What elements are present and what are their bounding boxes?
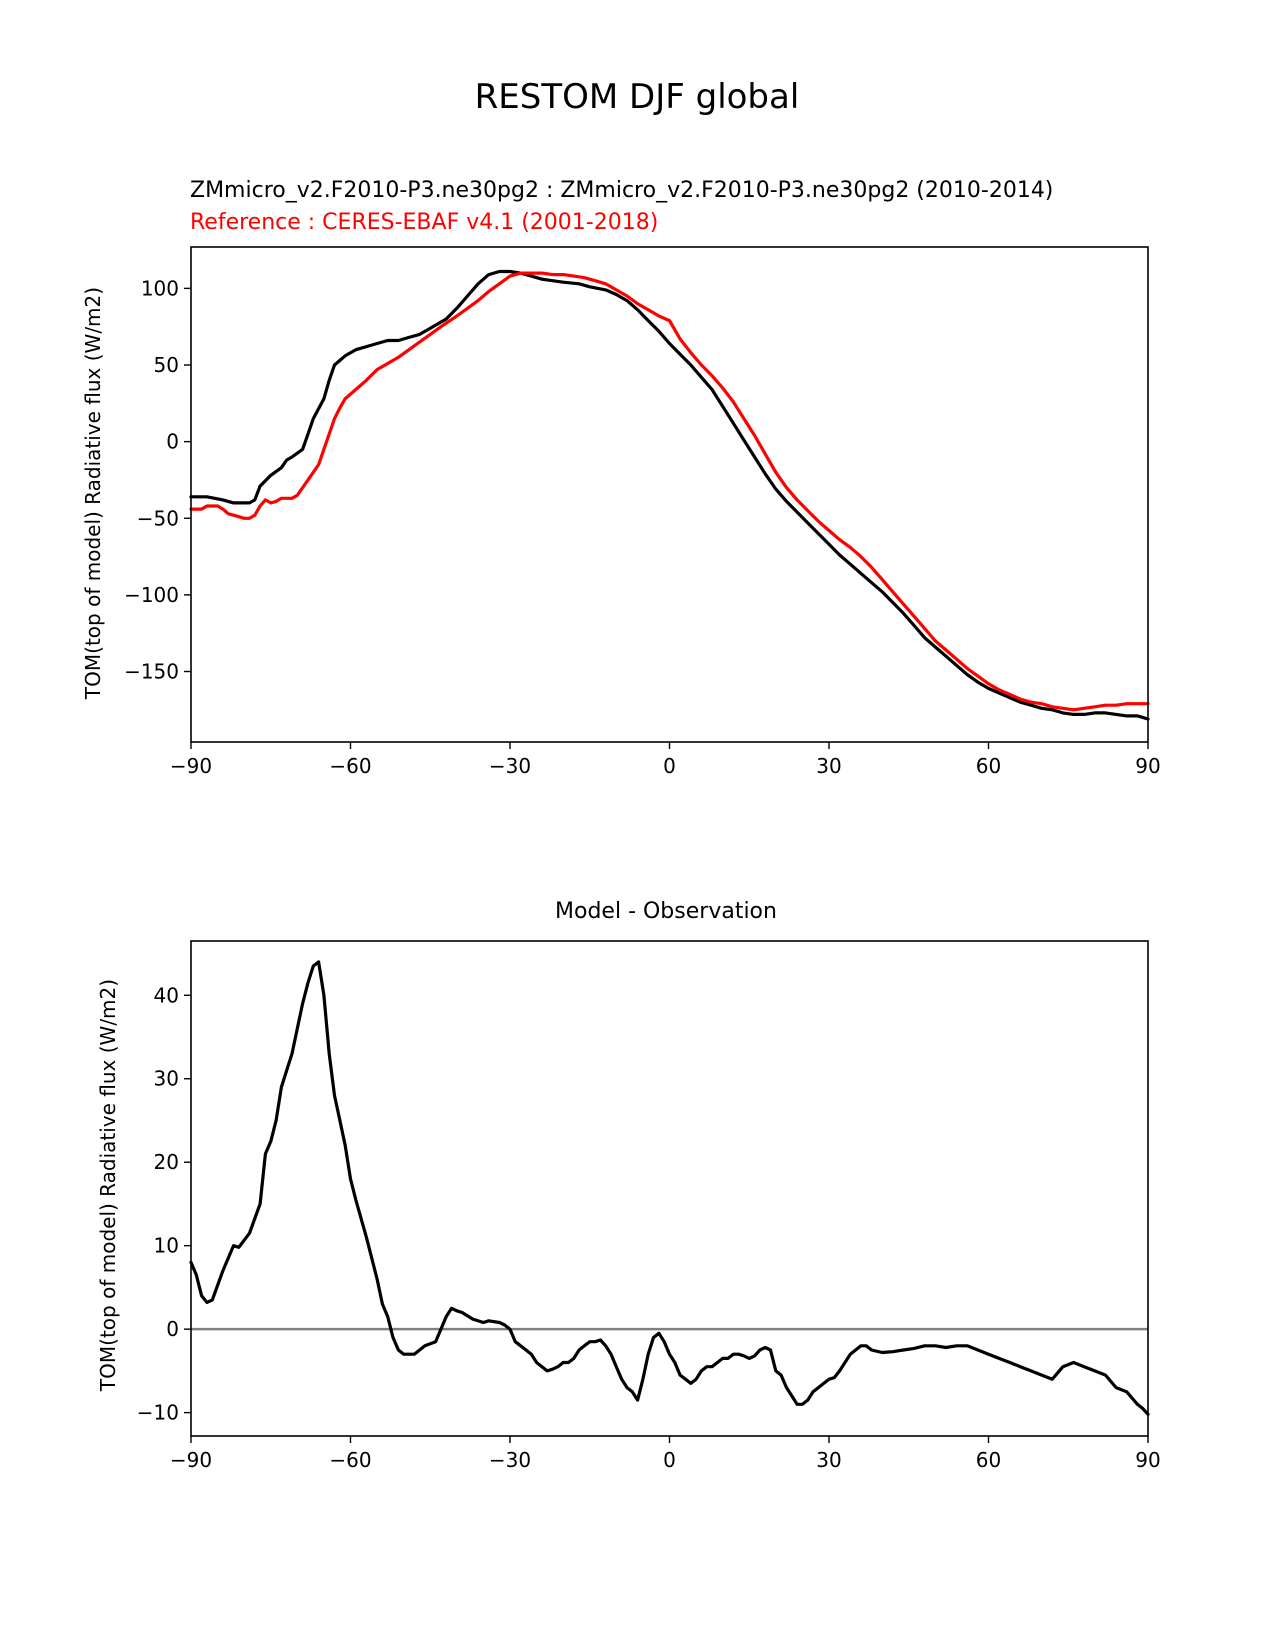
- bottom-ytick-label: 40: [154, 983, 179, 1007]
- bottom-xtick-label: −30: [489, 1448, 531, 1472]
- bottom-ytick-label: 30: [154, 1067, 179, 1091]
- bottom-series-difference: [189, 960, 1150, 1416]
- top-series-model: [189, 269, 1150, 721]
- top-ytick-label: 0: [166, 430, 179, 454]
- top-ylabel: TOM(top of model) Radiative flux (W/m2): [81, 287, 105, 700]
- top-ytick-label: 100: [141, 276, 179, 300]
- top-title-reference: Reference : CERES-EBAF v4.1 (2001-2018): [190, 210, 658, 235]
- bottom-ytick-label: −10: [137, 1401, 179, 1425]
- top-xtick-label: 90: [1135, 754, 1160, 778]
- bottom-ytick-label: 0: [166, 1317, 179, 1341]
- top-ytick-label: −150: [124, 660, 179, 684]
- top-ytick-label: −50: [137, 506, 179, 530]
- bottom-title: Model - Observation: [555, 899, 777, 924]
- figure-suptitle: RESTOM DJF global: [475, 77, 800, 117]
- top-panel: ZMmicro_v2.F2010-P3.ne30pg2 : ZMmicro_v2…: [81, 178, 1161, 778]
- bottom-xtick-label: 0: [663, 1448, 676, 1472]
- top-xtick-label: 30: [816, 754, 841, 778]
- top-axes: −90 −60 −30 0 30 60 90 100 50 0 −50 −100 −150: [124, 246, 1161, 778]
- top-ytick-label: −100: [124, 583, 179, 607]
- top-xtick-label: 60: [976, 754, 1001, 778]
- bottom-xtick-label: −60: [329, 1448, 371, 1472]
- bottom-ylabel: TOM(top of model) Radiative flux (W/m2): [96, 979, 120, 1392]
- bottom-ytick-label: 10: [154, 1234, 179, 1258]
- top-xtick-label: −60: [329, 754, 371, 778]
- bottom-ytick-label: 20: [154, 1150, 179, 1174]
- bottom-xtick-label: 90: [1135, 1448, 1160, 1472]
- bottom-xtick-label: 30: [816, 1448, 841, 1472]
- bottom-axes: −90 −60 −30 0 30 60 90 40 30 20 10 0 −10: [137, 940, 1161, 1472]
- bottom-xtick-label: −90: [170, 1448, 212, 1472]
- top-xtick-label: 0: [663, 754, 676, 778]
- bottom-xtick-label: 60: [976, 1448, 1001, 1472]
- bottom-panel: Model - Observation TOM(top of model) Ra…: [96, 899, 1161, 1472]
- top-xtick-label: −30: [489, 754, 531, 778]
- top-xtick-label: −90: [170, 754, 212, 778]
- top-title-model: ZMmicro_v2.F2010-P3.ne30pg2 : ZMmicro_v2…: [190, 178, 1053, 203]
- top-ytick-label: 50: [154, 353, 179, 377]
- top-series-reference: [189, 271, 1150, 712]
